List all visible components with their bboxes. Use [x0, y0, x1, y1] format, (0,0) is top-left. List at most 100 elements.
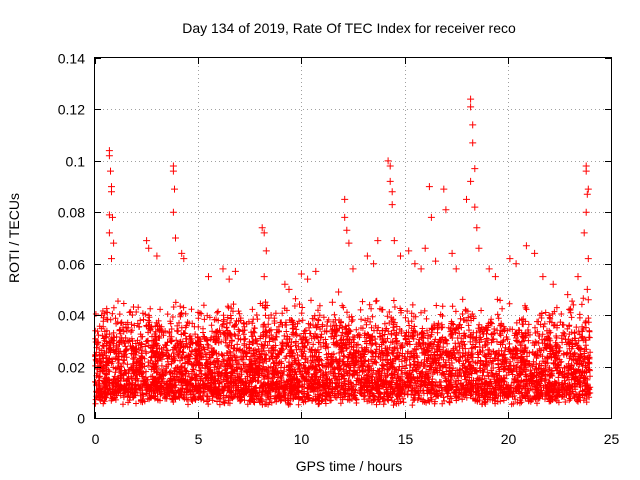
data-point	[205, 273, 212, 281]
data-points-layer	[92, 95, 594, 409]
data-point	[384, 157, 392, 165]
y-tick-label: 0.02	[58, 360, 85, 376]
data-point	[285, 285, 293, 293]
data-point	[467, 177, 475, 185]
data-point	[169, 208, 177, 216]
data-point	[469, 121, 477, 129]
data-point	[582, 208, 590, 216]
data-point	[440, 185, 448, 193]
data-point	[583, 285, 591, 293]
data-point	[580, 229, 588, 237]
data-point	[312, 267, 320, 275]
y-tick-label: 0.06	[58, 257, 85, 273]
data-point	[452, 265, 460, 273]
data-point	[475, 244, 483, 252]
data-point	[388, 188, 396, 196]
data-point	[304, 275, 312, 283]
data-point	[109, 213, 116, 221]
x-tick-label: 20	[501, 431, 517, 447]
data-point	[297, 270, 305, 278]
data-point	[469, 139, 477, 147]
y-axis-title: ROTI / TECUs	[6, 193, 22, 283]
data-point	[539, 273, 547, 281]
data-point	[485, 265, 493, 273]
data-point	[105, 152, 113, 160]
data-point	[172, 234, 179, 242]
y-tick-label: 0.08	[58, 205, 85, 221]
data-point	[471, 165, 479, 173]
data-point	[427, 213, 435, 221]
data-point	[341, 195, 349, 203]
data-point	[417, 265, 425, 273]
data-point	[471, 203, 479, 211]
data-point	[258, 224, 266, 232]
data-point	[262, 247, 270, 255]
x-tick-label: 5	[195, 431, 203, 447]
data-point	[386, 162, 394, 170]
data-point	[432, 257, 440, 265]
data-point	[178, 249, 186, 257]
data-point	[531, 249, 539, 257]
data-point	[260, 273, 268, 281]
data-point	[421, 244, 429, 252]
data-point	[171, 185, 178, 193]
data-point	[180, 255, 188, 263]
data-point	[522, 242, 530, 250]
data-point	[491, 273, 499, 281]
chart-title: Day 134 of 2019, Rate Of TEC Index for r…	[182, 20, 516, 36]
data-point	[584, 255, 592, 263]
data-point	[564, 291, 572, 299]
data-point	[374, 237, 382, 245]
data-point	[281, 280, 289, 288]
data-point	[386, 177, 394, 185]
data-point	[145, 244, 153, 252]
data-point	[549, 280, 557, 288]
data-point	[583, 190, 591, 198]
x-axis-title: GPS time / hours	[296, 458, 403, 474]
observation-cloud	[92, 295, 594, 409]
data-point	[108, 188, 115, 196]
data-point	[169, 167, 177, 175]
data-point	[442, 206, 450, 214]
data-point	[219, 265, 227, 273]
data-point	[107, 167, 114, 175]
data-point	[231, 267, 239, 275]
data-point	[345, 239, 353, 247]
data-point	[388, 201, 396, 209]
data-point	[425, 183, 433, 191]
y-tick-label: 0.1	[66, 154, 86, 170]
data-point	[390, 237, 398, 245]
data-point	[506, 255, 514, 263]
data-point	[584, 296, 592, 304]
data-point	[411, 260, 419, 268]
data-point	[341, 213, 349, 221]
data-point	[260, 229, 268, 237]
data-point	[405, 247, 413, 255]
y-tick-label: 0.04	[58, 308, 85, 324]
y-tick-label: 0	[77, 411, 85, 427]
x-tick-label: 0	[92, 431, 100, 447]
data-point	[349, 265, 357, 273]
data-point	[467, 103, 475, 111]
data-point	[108, 255, 115, 263]
data-point	[343, 226, 351, 234]
data-point	[467, 95, 475, 103]
data-point	[397, 252, 404, 260]
data-point	[370, 260, 378, 268]
data-point	[473, 224, 481, 232]
data-point	[153, 252, 161, 260]
y-tick-label: 0.14	[58, 51, 85, 67]
x-tick-label: 15	[398, 431, 414, 447]
data-point	[448, 249, 456, 257]
data-point	[105, 229, 113, 237]
data-point	[584, 185, 592, 193]
ticks-layer: 0 0.02 0.04 0.06 0.08 0.1 0.12 0.14 0 5 10 15 20 25	[58, 51, 620, 448]
data-point	[143, 237, 151, 245]
data-point	[463, 195, 470, 203]
data-point	[574, 273, 582, 281]
data-point	[512, 260, 520, 268]
y-tick-label: 0.12	[58, 102, 85, 118]
data-point	[225, 275, 233, 283]
